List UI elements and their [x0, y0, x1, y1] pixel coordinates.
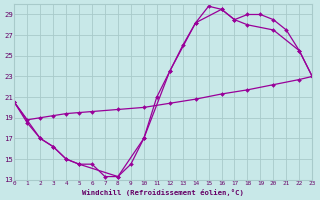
- X-axis label: Windchill (Refroidissement éolien,°C): Windchill (Refroidissement éolien,°C): [82, 189, 244, 196]
